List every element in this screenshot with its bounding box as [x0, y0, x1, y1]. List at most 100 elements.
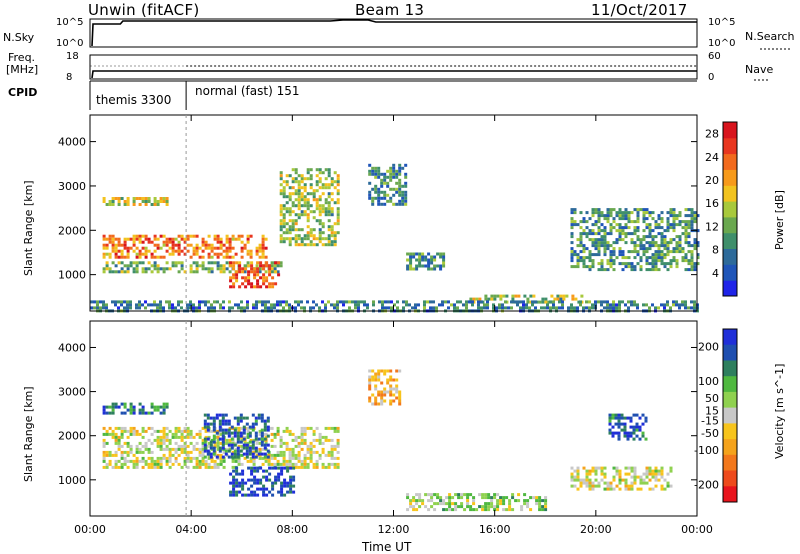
power-colorbar-swatch — [723, 169, 737, 186]
nsearch-tick-top: 10^5 — [708, 17, 736, 28]
velocity-colorbar-tick-label: 15 — [705, 404, 719, 417]
velocity-ytick-label: 4000 — [58, 341, 86, 354]
power-colorbar-swatch — [723, 137, 737, 155]
beam-label: Beam 13 — [355, 1, 425, 19]
power-plot-bg — [90, 115, 697, 311]
velocity-echo-region — [102, 402, 169, 415]
power-colorbar-tick-label: 24 — [705, 151, 719, 164]
nsky-tick-bottom: 10^0 — [56, 38, 84, 49]
power-echo-region — [570, 208, 700, 272]
velocity-colorbar-swatch — [723, 344, 737, 361]
velocity-colorbar-swatch — [723, 329, 737, 346]
freq-panel — [89, 54, 698, 80]
velocity-colorbar-swatch — [723, 360, 737, 377]
nsky-trace — [91, 19, 697, 47]
power-ytick-label: 1000 — [58, 269, 86, 282]
radar-title: Unwin (fitACF) — [88, 1, 200, 19]
power-colorbar-swatch — [723, 201, 737, 218]
velocity-echo-region — [102, 426, 340, 469]
velocity-colorbar-tick-label: -50 — [701, 427, 719, 440]
velocity-ytick-label: 1000 — [58, 474, 86, 487]
velocity-colorbar-tick-label: 50 — [705, 392, 719, 405]
power-colorbar-swatch — [723, 216, 737, 234]
power-colorbar-swatch — [723, 232, 737, 249]
xtick-label: 00:00 — [681, 523, 713, 536]
power-colorbar-tick-label: 4 — [712, 267, 719, 280]
velocity-ytick-label: 2000 — [58, 430, 86, 443]
freq-tick-top: 18 — [66, 51, 79, 62]
power-colorbar-label: Power [dB] — [773, 190, 786, 250]
power-colorbar-swatch — [723, 185, 737, 202]
power-colorbar-tick-label: 12 — [705, 220, 719, 233]
velocity-echo-region — [608, 413, 648, 441]
freq-trace — [91, 70, 697, 79]
velocity-echo-region — [229, 466, 296, 497]
power-ylabel: Slant Range [km] — [22, 180, 35, 276]
xtick-label: 12:00 — [378, 523, 410, 536]
power-echo-region — [406, 252, 446, 271]
cpid-segment-1: themis 3300 — [96, 93, 172, 107]
velocity-colorbar-tick-label: 200 — [698, 340, 719, 353]
power-echo-region — [102, 197, 169, 206]
nave-label: Nave — [745, 63, 774, 76]
power-colorbar-tick-label: 8 — [712, 244, 719, 257]
xaxis-label: Time UT — [362, 540, 412, 554]
power-colorbar-tick-label: 16 — [705, 197, 719, 210]
nsky-label: N.Sky — [3, 31, 35, 44]
xtick-label: 00:00 — [74, 523, 106, 536]
freq-tick-bottom: 8 — [66, 72, 73, 83]
xtick-label: 08:00 — [276, 523, 308, 536]
velocity-panel — [89, 320, 738, 517]
power-panel — [89, 114, 738, 313]
power-echo-region — [102, 234, 268, 259]
velocity-echo-region — [203, 413, 270, 459]
velocity-colorbar-frame — [722, 328, 738, 503]
power-colorbar-tick-label: 28 — [705, 128, 719, 141]
power-ytick-label: 3000 — [58, 180, 86, 193]
velocity-colorbar-swatch — [723, 423, 737, 440]
xtick-label: 16:00 — [479, 523, 511, 536]
velocity-colorbar-tick-label: 100 — [698, 375, 719, 388]
velocity-ylabel: Slant Range [km] — [22, 386, 35, 482]
power-echo-region — [368, 163, 408, 206]
nsky-panel — [89, 18, 698, 48]
xtick-label: 04:00 — [175, 523, 207, 536]
nsearch-label: N.Search — [745, 30, 795, 43]
velocity-echo-region — [368, 369, 402, 406]
freq-unit: [MHz] — [6, 63, 39, 76]
velocity-plot-bg — [90, 321, 697, 516]
power-colorbar-swatch — [723, 248, 737, 265]
date-label: 11/Oct/2017 — [591, 1, 688, 19]
power-colorbar-tick-label: 20 — [705, 174, 719, 187]
power-ytick-label: 2000 — [58, 224, 86, 237]
freq-label: Freq. — [8, 51, 36, 64]
velocity-colorbar-swatch — [723, 470, 737, 487]
velocity-colorbar-swatch — [723, 376, 737, 393]
velocity-colorbar-tick-label: -100 — [694, 444, 719, 457]
velocity-colorbar-swatch — [723, 486, 737, 503]
velocity-ytick-label: 3000 — [58, 386, 86, 399]
nsky-tick-top: 10^5 — [56, 17, 84, 28]
velocity-colorbar-tick-label: -200 — [694, 479, 719, 492]
cpid-segment-2: normal (fast) 151 — [195, 84, 300, 98]
cpid-label: CPID — [8, 86, 38, 99]
power-echo-region — [229, 261, 281, 289]
velocity-colorbar-label: Velocity [m s^-1] — [773, 363, 786, 459]
power-colorbar-swatch — [723, 122, 737, 139]
velocity-colorbar-swatch — [723, 439, 737, 456]
xtick-label: 20:00 — [580, 523, 612, 536]
velocity-colorbar-swatch — [723, 391, 737, 409]
power-colorbar-swatch — [723, 264, 737, 281]
nave-tick-top: 60 — [708, 51, 721, 62]
power-colorbar-swatch — [723, 280, 737, 297]
power-colorbar-frame — [722, 121, 738, 297]
nave-tick-bottom: 0 — [708, 72, 715, 83]
velocity-colorbar-tick-label: -15 — [701, 415, 719, 428]
power-echo-region — [279, 168, 340, 247]
nsearch-tick-bottom: 10^0 — [708, 38, 736, 49]
power-colorbar-swatch — [723, 153, 737, 170]
power-ytick-label: 4000 — [58, 136, 86, 149]
velocity-colorbar-swatch — [723, 454, 737, 471]
velocity-echo-region — [570, 466, 673, 491]
